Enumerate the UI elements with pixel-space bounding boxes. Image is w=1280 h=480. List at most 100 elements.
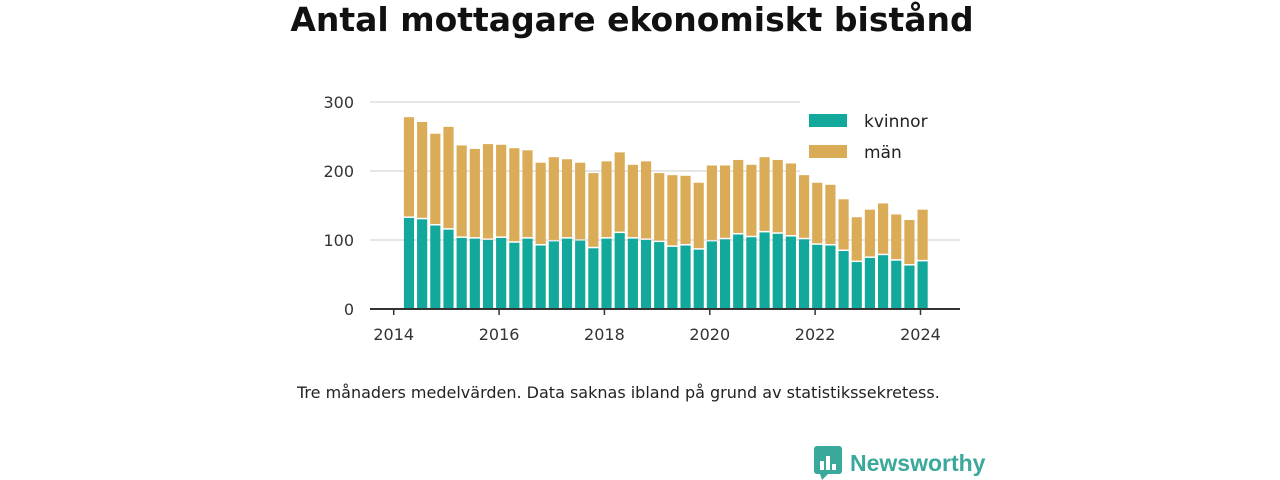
bar-man: [443, 126, 454, 229]
bar-man: [693, 182, 704, 249]
bar-kvinnor: [733, 234, 744, 309]
bar-kvinnor: [904, 265, 915, 309]
bar-kvinnor: [825, 245, 836, 309]
bar-man: [891, 214, 902, 260]
bar-man: [706, 165, 717, 240]
x-tick-label: 2022: [795, 325, 836, 344]
bar-kvinnor: [561, 238, 573, 309]
bar-man: [469, 148, 480, 238]
bar-kvinnor: [627, 238, 638, 309]
legend-label-kvinnor: kvinnor: [864, 112, 928, 132]
brand-name: Newsworthy: [850, 449, 986, 476]
x-tick-label: 2014: [373, 325, 414, 344]
bar-kvinnor: [614, 233, 625, 309]
bar-kvinnor: [509, 242, 520, 309]
chart-title: Antal mottagare ekonomiskt bistånd: [290, 0, 974, 39]
legend-swatch-kvinnor: [809, 114, 847, 127]
bar-man: [640, 161, 652, 239]
bar-man: [798, 175, 810, 238]
bar-man: [746, 164, 757, 236]
legend-swatch-man: [809, 145, 847, 158]
bar-man: [456, 145, 467, 237]
bar-man: [772, 159, 783, 233]
bar-man: [548, 157, 559, 240]
bar-man: [878, 203, 889, 254]
bar-kvinnor: [812, 244, 823, 309]
y-tick-label: 100: [323, 231, 354, 250]
bar-kvinnor: [706, 241, 717, 309]
bar-man: [654, 173, 665, 241]
y-tick-label: 300: [323, 93, 354, 112]
bar-kvinnor: [719, 239, 731, 309]
axes: 0 100 200 300 2014 2016 2018 2020 2022 2024: [323, 93, 960, 344]
bar-kvinnor: [680, 245, 691, 309]
bar-kvinnor: [785, 236, 796, 309]
bar-man: [403, 117, 415, 217]
bar-kvinnor: [417, 219, 428, 309]
bar-man: [588, 173, 599, 247]
bar-kvinnor: [522, 238, 533, 309]
bar-kvinnor: [654, 242, 665, 309]
bar-kvinnor: [891, 260, 902, 309]
bar-kvinnor: [443, 229, 454, 309]
bar-kvinnor: [430, 225, 441, 309]
bar-man: [614, 152, 625, 232]
newsworthy-chart-icon: [814, 446, 842, 480]
bar-man: [667, 175, 678, 246]
bar-kvinnor: [548, 241, 559, 309]
bar-man: [851, 217, 862, 261]
bar-man: [627, 164, 638, 238]
bar-man: [785, 163, 796, 236]
bar-man: [430, 133, 441, 225]
bar-kvinnor: [746, 237, 757, 309]
bar-man: [680, 175, 691, 245]
bars: [403, 117, 928, 309]
bar-kvinnor: [798, 239, 810, 309]
bar-kvinnor: [772, 233, 783, 309]
bar-kvinnor: [535, 245, 546, 309]
bar-kvinnor: [917, 261, 928, 309]
bar-kvinnor: [469, 238, 480, 309]
bar-kvinnor: [878, 255, 889, 309]
bar-kvinnor: [693, 249, 704, 309]
legend: kvinnor män: [800, 100, 965, 172]
chart-caption: Tre månaders medelvärden. Data saknas ib…: [297, 383, 940, 402]
bar-kvinnor: [575, 240, 586, 309]
bar-man: [759, 157, 770, 231]
bar-man: [864, 209, 876, 257]
bar-man: [904, 219, 915, 265]
bar-man: [812, 182, 823, 244]
bar-man: [838, 199, 849, 250]
bar-kvinnor: [588, 248, 599, 309]
x-tick-label: 2016: [479, 325, 520, 344]
bar-kvinnor: [838, 251, 849, 309]
x-tick-label: 2024: [900, 325, 941, 344]
bar-kvinnor: [403, 217, 415, 309]
x-tick-label: 2018: [584, 325, 625, 344]
bar-kvinnor: [640, 240, 652, 309]
bar-man: [719, 165, 731, 238]
x-tick-label: 2020: [689, 325, 730, 344]
bar-kvinnor: [851, 262, 862, 309]
legend-background: [800, 100, 965, 172]
bar-man: [601, 161, 612, 238]
bar-kvinnor: [759, 232, 770, 309]
bar-man: [575, 162, 586, 240]
bar-man: [417, 122, 428, 218]
bar-man: [522, 150, 533, 238]
bar-kvinnor: [864, 257, 876, 309]
y-tick-label: 200: [323, 162, 354, 181]
bar-kvinnor: [496, 237, 507, 309]
y-tick-label: 0: [344, 300, 354, 319]
bar-kvinnor: [482, 240, 494, 309]
bar-man: [482, 144, 494, 239]
bar-man: [496, 144, 507, 237]
legend-label-man: män: [864, 143, 902, 163]
bar-kvinnor: [456, 237, 467, 309]
bar-man: [917, 209, 928, 260]
bar-man: [535, 162, 546, 245]
bar-man: [733, 159, 744, 233]
bar-man: [561, 159, 573, 238]
brand-logo[interactable]: Newsworthy: [814, 446, 985, 480]
